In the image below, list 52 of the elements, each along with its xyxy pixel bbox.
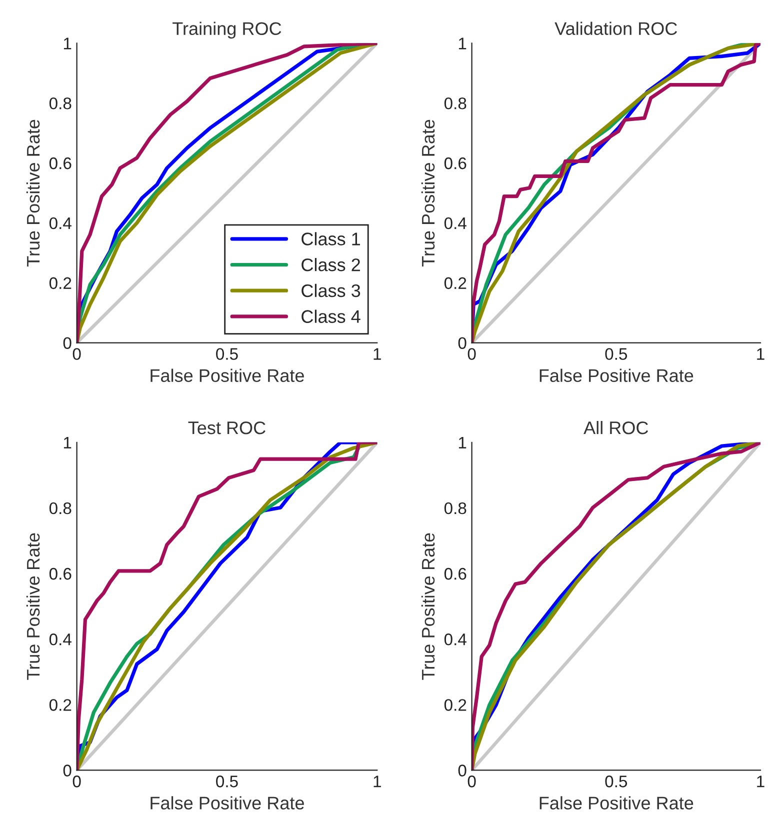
- x-axis-title: False Positive Rate: [150, 368, 304, 382]
- y-axis-title: True Positive Rate: [26, 533, 40, 680]
- y-tick-label: 0.6: [444, 157, 466, 170]
- x-tick-label: 1: [374, 348, 381, 360]
- y-tick-label: 0.8: [444, 502, 466, 514]
- y-tick-label: 0.8: [49, 97, 72, 110]
- legend-label: Class 3: [302, 284, 360, 298]
- x-tick-label: 1: [374, 776, 381, 788]
- y-tick-label: 0: [458, 337, 466, 349]
- y-tick-label: 1: [458, 38, 466, 50]
- y-tick-label: 0.6: [49, 568, 72, 580]
- y-tick-label: 0.2: [49, 277, 72, 290]
- y-tick-label: 0.6: [49, 157, 72, 170]
- x-axis-title: False Positive Rate: [540, 368, 694, 382]
- chart-title: Validation ROC: [554, 22, 678, 36]
- y-tick-label: 0.4: [444, 634, 466, 646]
- legend-label: Class 2: [302, 258, 360, 272]
- chart-title: Training ROC: [172, 22, 282, 39]
- x-axis-title: False Positive Rate: [540, 796, 694, 810]
- x-tick-label: 0.5: [216, 348, 238, 360]
- y-axis-title: True Positive Rate: [421, 533, 435, 680]
- y-tick-label: 0.4: [49, 634, 72, 646]
- x-tick-label: 0.5: [605, 776, 628, 788]
- y-axis-title: True Positive Rate: [26, 120, 40, 266]
- chart-title: Test ROC: [188, 421, 266, 434]
- y-tick-label: 0: [63, 764, 72, 776]
- y-tick-label: 0.2: [49, 699, 72, 711]
- y-tick-label: 0: [63, 337, 72, 349]
- y-tick-label: 0.4: [444, 217, 466, 230]
- y-tick-label: 0.2: [444, 277, 466, 290]
- x-tick-label: 0.5: [605, 348, 628, 360]
- x-axis-title: False Positive Rate: [150, 796, 304, 810]
- legend-label: Class 4: [302, 310, 360, 323]
- y-tick-label: 0.2: [444, 699, 466, 711]
- x-tick-label: 0: [468, 348, 476, 360]
- y-tick-label: 0.8: [49, 502, 72, 514]
- x-tick-label: 0.5: [216, 776, 238, 788]
- x-tick-label: 0: [72, 348, 81, 360]
- x-tick-label: 1: [757, 348, 764, 360]
- x-tick-label: 0: [468, 776, 476, 788]
- x-tick-label: 1: [757, 776, 764, 788]
- y-tick-label: 0.4: [49, 217, 72, 230]
- y-tick-label: 0.6: [444, 568, 466, 580]
- y-axis-title: True Positive Rate: [421, 120, 435, 266]
- y-tick-label: 0: [458, 764, 466, 776]
- y-tick-label: 0.8: [444, 97, 466, 110]
- y-tick-label: 1: [458, 436, 466, 448]
- legend-label: Class 1: [302, 232, 360, 246]
- x-tick-label: 0: [72, 776, 81, 788]
- chart-title: All ROC: [584, 420, 648, 434]
- y-tick-label: 1: [64, 38, 72, 50]
- y-tick-label: 1: [64, 436, 72, 448]
